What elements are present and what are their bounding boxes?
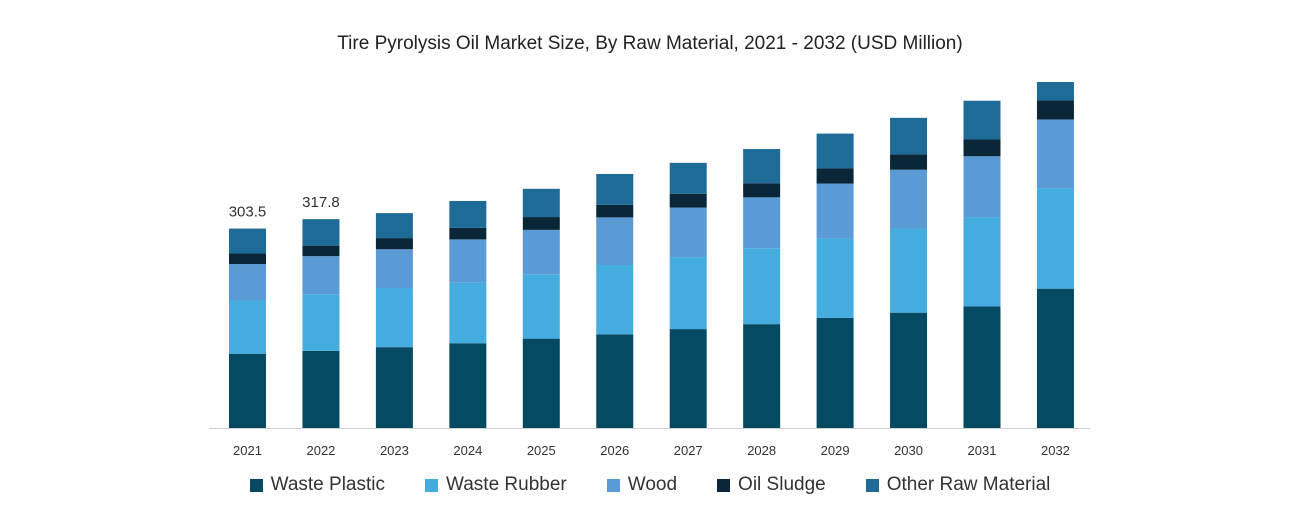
x-tick-label: 2030 — [894, 443, 923, 458]
bar-segment-waste-plastic-2031 — [963, 306, 1001, 428]
x-tick-label: 2029 — [821, 443, 850, 458]
bar-segment-waste-rubber-2030 — [890, 228, 928, 313]
bar-segment-other-raw-material-2025 — [522, 188, 560, 218]
bar-segment-other-raw-material-2026 — [596, 174, 634, 205]
bar-segment-wood-2024 — [449, 239, 487, 283]
bar-segment-oil-sludge-2021 — [229, 253, 266, 265]
legend-label: Oil Sludge — [738, 474, 826, 495]
legend-swatch — [606, 478, 620, 492]
bar-segment-wood-2030 — [890, 169, 928, 229]
bar-segment-oil-sludge-2028 — [743, 183, 781, 198]
x-tick-label: 2024 — [453, 443, 482, 458]
legend-item-wood: Wood — [606, 474, 678, 496]
bar-segment-waste-plastic-2028 — [743, 324, 781, 428]
legend-label: Waste Plastic — [270, 474, 385, 495]
bar-segment-waste-rubber-2021 — [229, 300, 266, 354]
bar-segment-other-raw-material-2028 — [743, 149, 781, 184]
bar-segment-waste-plastic-2026 — [596, 334, 634, 428]
data-label-total: 303.5 — [229, 204, 267, 221]
bar-segment-waste-plastic-2025 — [522, 338, 560, 428]
legend-label: Other Raw Material — [886, 474, 1051, 495]
bar-segment-other-raw-material-2030 — [890, 117, 928, 155]
bar-segment-waste-rubber-2026 — [596, 265, 634, 335]
legend-item-oil-sludge: Oil Sludge — [717, 474, 826, 496]
bar-segment-waste-plastic-2027 — [669, 329, 707, 428]
bar-segment-wood-2028 — [743, 197, 781, 249]
legend-swatch — [249, 478, 263, 492]
bar-segment-waste-rubber-2025 — [522, 274, 560, 339]
legend-swatch — [717, 478, 731, 492]
bars-group — [229, 82, 1074, 428]
bar-segment-other-raw-material-2032 — [1036, 82, 1074, 101]
bar-segment-other-raw-material-2031 — [963, 100, 1001, 140]
legend-item-waste-rubber: Waste Rubber — [425, 474, 567, 496]
data-labels: 303.5 317.8 — [229, 194, 340, 220]
x-tick-label: 2027 — [674, 443, 703, 458]
bar-segment-waste-plastic-2029 — [816, 317, 854, 428]
x-tick-label: 2032 — [1041, 443, 1070, 458]
legend: Waste Plastic Waste Rubber Wood Oil Sludge O… — [0, 474, 1300, 496]
x-tick-label: 2023 — [380, 443, 409, 458]
bar-segment-waste-plastic-2032 — [1036, 288, 1074, 428]
bar-segment-wood-2026 — [596, 217, 634, 266]
x-tick-label: 2031 — [968, 443, 997, 458]
x-tick-label: 2026 — [600, 443, 629, 458]
bar-segment-other-raw-material-2023 — [375, 213, 413, 239]
bar-segment-oil-sludge-2031 — [963, 139, 1001, 157]
bar-segment-waste-rubber-2031 — [963, 217, 1001, 307]
bar-segment-oil-sludge-2024 — [449, 227, 487, 240]
x-tick-label: 2022 — [306, 443, 335, 458]
bar-segment-wood-2027 — [669, 207, 707, 258]
bar-segment-waste-rubber-2023 — [375, 288, 413, 348]
bar-segment-other-raw-material-2027 — [669, 162, 707, 194]
bar-segment-waste-plastic-2023 — [375, 347, 413, 428]
bar-segment-other-raw-material-2021 — [229, 228, 266, 254]
bar-segment-oil-sludge-2032 — [1036, 100, 1074, 120]
bar-segment-waste-rubber-2028 — [743, 248, 781, 325]
chart-title: Tire Pyrolysis Oil Market Size, By Raw M… — [337, 33, 963, 54]
x-tick-label: 2021 — [233, 443, 262, 458]
bar-segment-oil-sludge-2023 — [375, 238, 413, 250]
bar-segment-wood-2022 — [302, 256, 340, 295]
bar-segment-wood-2032 — [1036, 119, 1074, 189]
x-tick-label: 2028 — [747, 443, 776, 458]
bar-segment-wood-2023 — [375, 249, 413, 289]
bar-segment-other-raw-material-2024 — [449, 200, 487, 228]
bar-segment-other-raw-material-2029 — [816, 133, 854, 169]
bar-segment-wood-2031 — [963, 156, 1001, 218]
legend-swatch — [865, 478, 879, 492]
bar-segment-waste-plastic-2021 — [229, 353, 266, 428]
bar-segment-other-raw-material-2022 — [302, 219, 340, 246]
bar-segment-waste-plastic-2030 — [890, 312, 928, 428]
bar-segment-waste-rubber-2022 — [302, 294, 340, 351]
bar-segment-wood-2029 — [816, 183, 854, 239]
x-tick-labels: 2021 2022 2023 2024 2025 2026 2027 2028 2029 2030… — [233, 443, 1070, 458]
bar-segment-oil-sludge-2022 — [302, 245, 340, 257]
bar-segment-waste-rubber-2032 — [1036, 188, 1074, 289]
bar-segment-wood-2021 — [229, 264, 266, 301]
bar-segment-wood-2025 — [522, 229, 560, 275]
bar-segment-waste-rubber-2029 — [816, 238, 854, 318]
bar-segment-waste-plastic-2022 — [302, 350, 340, 428]
bar-segment-waste-plastic-2024 — [449, 343, 487, 428]
bar-segment-oil-sludge-2025 — [522, 217, 560, 230]
legend-label: Wood — [627, 474, 678, 495]
bar-segment-oil-sludge-2029 — [816, 168, 854, 184]
bar-segment-oil-sludge-2027 — [669, 193, 707, 208]
bar-segment-waste-rubber-2027 — [669, 257, 707, 330]
data-label-total: 317.8 — [302, 194, 340, 211]
bar-segment-oil-sludge-2030 — [890, 154, 928, 170]
legend-swatch — [425, 478, 438, 492]
x-tick-label: 2025 — [527, 443, 556, 458]
legend-item-other-raw-material: Other Raw Material — [865, 474, 1051, 496]
legend-item-waste-plastic: Waste Plastic — [249, 474, 385, 496]
legend-label: Waste Rubber — [446, 474, 567, 495]
bar-segment-oil-sludge-2026 — [596, 204, 634, 218]
bar-segment-waste-rubber-2024 — [449, 282, 487, 344]
